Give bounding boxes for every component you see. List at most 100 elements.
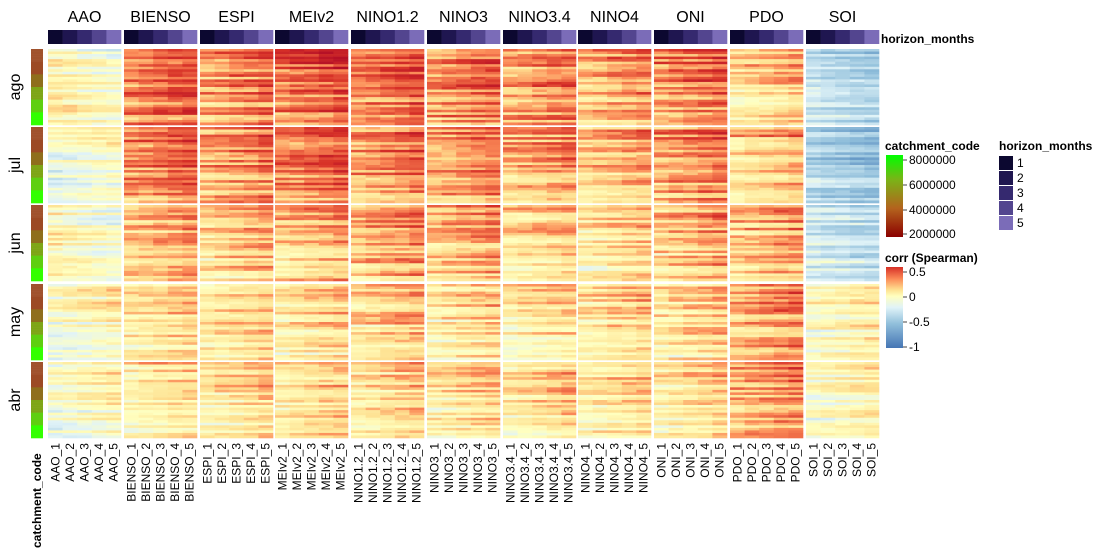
- heatmap-cell: [124, 117, 139, 121]
- heatmap-cell: [380, 79, 396, 83]
- heatmap-cell: [333, 248, 349, 251]
- heatmap-cell: [441, 235, 457, 239]
- heatmap-cell: [503, 94, 518, 98]
- heatmap-cell: [351, 149, 366, 153]
- heatmap-cell: [561, 127, 577, 130]
- heatmap-cell: [214, 230, 230, 234]
- heatmap-cell: [214, 56, 230, 60]
- heatmap-cell: [409, 344, 425, 348]
- heatmap-cell: [441, 332, 457, 335]
- heatmap-cell: [167, 296, 183, 300]
- heatmap-cell: [62, 243, 78, 246]
- heatmap-cell: [275, 112, 290, 116]
- heatmap-cell: [485, 268, 501, 272]
- heatmap-cell: [380, 289, 396, 292]
- heatmap-cell: [333, 107, 349, 111]
- heatmap-cell: [333, 54, 349, 57]
- heatmap-cell: [485, 253, 501, 256]
- heatmap-cell: [275, 149, 290, 153]
- heatmap-cell: [394, 342, 410, 346]
- heatmap-cell: [365, 49, 381, 52]
- heatmap-cell: [153, 172, 169, 176]
- heatmap-cell: [409, 337, 425, 341]
- heatmap-cell: [214, 294, 230, 297]
- heatmap-cell: [365, 382, 381, 386]
- heatmap-cell: [456, 389, 472, 393]
- heatmap-cell: [77, 122, 93, 126]
- heatmap-cell: [138, 127, 154, 130]
- heatmap-cell: [106, 195, 122, 199]
- heatmap-cell: [229, 97, 245, 100]
- catchment-strip-cell: [31, 425, 43, 429]
- heatmap-cell: [485, 265, 501, 269]
- heatmap-cell: [561, 109, 577, 113]
- heatmap-cell: [275, 316, 290, 320]
- heatmap-cell: [77, 64, 93, 68]
- heatmap-cell: [318, 61, 334, 65]
- heatmap-cell: [561, 185, 577, 189]
- heatmap-cell: [62, 225, 78, 229]
- heatmap-cell: [124, 144, 139, 148]
- heatmap-cell: [214, 205, 230, 208]
- heatmap-cell: [229, 372, 245, 375]
- heatmap-cell: [485, 122, 501, 126]
- heatmap-cell: [62, 410, 78, 413]
- heatmap-cell: [167, 347, 183, 351]
- heatmap-cell: [365, 268, 381, 272]
- heatmap-cell: [243, 296, 259, 300]
- heatmap-cell: [153, 66, 169, 70]
- heatmap-cell: [200, 432, 215, 436]
- heatmap-cell: [365, 278, 381, 282]
- heatmap-cell: [503, 59, 518, 62]
- heatmap-cell: [77, 104, 93, 108]
- heatmap-cell: [427, 362, 442, 365]
- heatmap-cell: [394, 278, 410, 282]
- heatmap-cell: [91, 255, 107, 259]
- heatmap-cell: [200, 112, 215, 116]
- heatmap-cell: [200, 255, 215, 259]
- heatmap-cell: [138, 377, 154, 381]
- catchment-strip-cell: [31, 311, 43, 315]
- heatmap-cell: [124, 382, 139, 386]
- heatmap-cell: [167, 364, 183, 368]
- heatmap-cell: [275, 92, 290, 95]
- heatmap-cell: [485, 227, 501, 231]
- heatmap-cell: [427, 382, 442, 386]
- heatmap-cell: [427, 81, 442, 85]
- heatmap-cell: [289, 187, 305, 191]
- heatmap-cell: [214, 374, 230, 378]
- heatmap-cell: [91, 284, 107, 287]
- heatmap-cell: [138, 69, 154, 73]
- heatmap-cell: [394, 134, 410, 138]
- heatmap-cell: [394, 253, 410, 256]
- heatmap-cell: [456, 332, 472, 335]
- heatmap-cell: [427, 147, 442, 151]
- heatmap-cell: [333, 289, 349, 292]
- heatmap-cell: [229, 415, 245, 419]
- heatmap-cell: [409, 232, 425, 236]
- heatmap-cell: [258, 134, 274, 138]
- heatmap-cell: [106, 230, 122, 234]
- heatmap-cell: [485, 407, 501, 411]
- catchment-strip-cell: [31, 56, 43, 60]
- heatmap-cell: [124, 66, 139, 70]
- heatmap-cell: [138, 240, 154, 244]
- heatmap-cell: [503, 61, 518, 65]
- heatmap-cell: [394, 349, 410, 353]
- heatmap-cell: [409, 66, 425, 70]
- heatmap-cell: [182, 147, 198, 151]
- heatmap-cell: [91, 175, 107, 178]
- heatmap-cell: [394, 435, 410, 439]
- heatmap-cell: [485, 369, 501, 373]
- heatmap-cell: [229, 417, 245, 421]
- heatmap-cell: [229, 422, 245, 426]
- heatmap-cell: [532, 162, 548, 166]
- heatmap-cell: [394, 275, 410, 279]
- heatmap-cell: [167, 301, 183, 305]
- heatmap-cell: [229, 364, 245, 368]
- heatmap-cell: [106, 334, 122, 338]
- heatmap-cell: [62, 180, 78, 184]
- heatmap-cell: [214, 410, 230, 413]
- heatmap-cell: [503, 66, 518, 70]
- heatmap-cell: [365, 250, 381, 254]
